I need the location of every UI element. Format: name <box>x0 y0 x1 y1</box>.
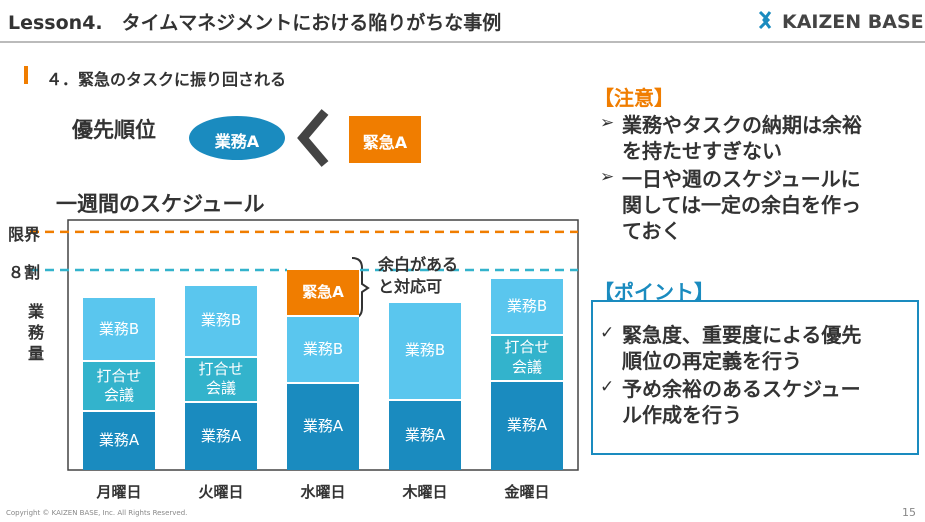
segment-label: 業務B <box>200 311 242 330</box>
point-list: ✓ 緊急度、重要度による優先 順位の再定義を行う ✓ 予め余裕のあるスケジュー ル作成… <box>600 322 915 430</box>
bullet: ✓ <box>600 377 615 397</box>
bar-segment: 業務B <box>491 277 563 335</box>
bar-segment: 業務B <box>287 315 359 382</box>
priority-label: 優先順位 <box>72 118 156 142</box>
x-tick-label: 火曜日 <box>198 483 244 501</box>
bar-segment: 業務A <box>389 398 461 470</box>
list-item: ✓ 予め余裕のあるスケジュー ル作成を行う <box>600 376 915 428</box>
reference-label: 限界 <box>8 224 41 244</box>
urgent-box <box>349 116 421 163</box>
segment-label: 業務A <box>98 431 140 450</box>
less-than <box>297 109 329 167</box>
bar-segment: 業務A <box>491 379 563 470</box>
bar-segment: 業務B <box>185 284 257 356</box>
item-text: 業務やタスクの納期は余裕 を持たせすぎない <box>622 113 862 163</box>
x-tick-label: 木曜日 <box>402 483 448 501</box>
logo: KAIZEN BASE <box>782 11 924 33</box>
y-label: 業務量 <box>28 302 45 363</box>
urgent-label: 緊急A <box>362 133 408 152</box>
item-text: 一日や週のスケジュールに 関しては一定の余白を作っ ておく <box>622 167 861 243</box>
segment-label: 業務B <box>506 296 548 315</box>
copyright: Copyright © KAIZEN BASE, Inc. All Rights… <box>6 509 188 517</box>
bar-segment: 業務A <box>287 381 359 470</box>
caution-heading: 【注意】 <box>594 86 674 110</box>
x-tick-label: 金曜日 <box>504 483 550 501</box>
bar-segment: 打合せ 会議 <box>185 355 257 401</box>
item-text: 予め余裕のあるスケジュー ル作成を行う <box>622 377 861 427</box>
bar-segment: 業務A <box>83 410 155 470</box>
bar-segment: 業務B <box>389 300 461 399</box>
bullet: ➢ <box>600 113 615 133</box>
list-item: ➢ 業務やタスクの納期は余裕 を持たせすぎない <box>600 112 920 164</box>
segment-label: 業務B <box>302 339 344 358</box>
segment-label: 業務A <box>302 417 344 436</box>
plot-frame <box>67 219 579 471</box>
reference-label: ８割 <box>8 263 41 282</box>
bullet: ➢ <box>600 167 615 187</box>
section: ４．緊急のタスクに振り回される <box>46 70 287 89</box>
segment-label: 業務B <box>98 319 140 338</box>
item-text: 緊急度、重要度による優先 順位の再定義を行う <box>622 323 862 373</box>
segment-label: 業務A <box>404 425 446 444</box>
bar-segment: 業務B <box>83 296 155 361</box>
bar-segment: 業務A <box>185 400 257 470</box>
segment-label: 緊急A <box>302 282 344 301</box>
bar-segment: 緊急A <box>287 267 359 316</box>
bullet: ✓ <box>600 323 615 343</box>
chart-title: 一週間のスケジュール <box>56 192 265 216</box>
title: Lesson4. タイムマネジメントにおける陥りがちな事例 <box>8 12 502 34</box>
bar-segment: 打合せ 会議 <box>491 334 563 380</box>
caution-list: ➢ 業務やタスクの納期は余裕 を持たせすぎない ➢ 一日や週のスケジュールに 関しては… <box>600 112 920 246</box>
bar-segment: 打合せ 会議 <box>83 360 155 411</box>
point-heading: 【ポイント】 <box>594 280 714 304</box>
oval-label: 業務A <box>214 132 260 151</box>
oval <box>189 116 285 160</box>
list-item: ✓ 緊急度、重要度による優先 順位の再定義を行う <box>600 322 915 374</box>
segment-label: 業務A <box>506 416 548 434</box>
segment-label: 業務B <box>404 340 446 359</box>
page-number: 15 <box>902 506 916 519</box>
annotation: 余白がある と対応可 <box>378 255 459 296</box>
segment-label: 打合せ 会議 <box>198 359 244 398</box>
segment-label: 打合せ 会議 <box>96 366 142 405</box>
point-box <box>591 300 919 455</box>
logo-mark <box>758 10 772 30</box>
list-item: ➢ 一日や週のスケジュールに 関しては一定の余白を作っ ておく <box>600 166 920 244</box>
segment-label: 打合せ 会議 <box>504 338 550 376</box>
x-tick-label: 月曜日 <box>96 483 142 501</box>
section-marker <box>24 66 28 84</box>
x-tick-label: 水曜日 <box>300 483 346 501</box>
segment-label: 業務A <box>200 426 242 445</box>
